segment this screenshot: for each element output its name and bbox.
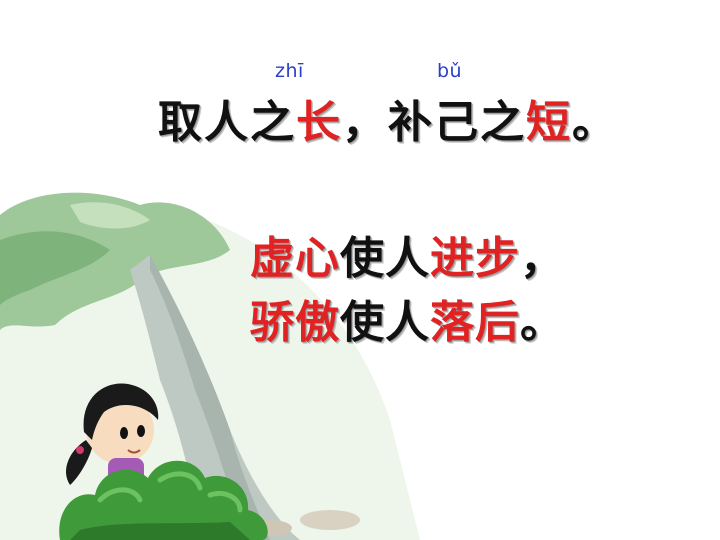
line2-part-b: 使人 bbox=[340, 233, 430, 284]
illustration bbox=[0, 192, 420, 540]
line2-highlight-xuxin: 虚心 bbox=[250, 233, 340, 284]
proverb-line-2: 虚心使人进步， bbox=[250, 222, 565, 286]
girl bbox=[65, 383, 159, 485]
tree-trunk-shade bbox=[150, 255, 270, 540]
line1-highlight-duan: 短 bbox=[526, 97, 572, 148]
line3-part-b: 使人 bbox=[340, 297, 430, 348]
girl-eye bbox=[120, 427, 128, 439]
girl-mouth bbox=[127, 449, 141, 454]
girl-hair-tail bbox=[65, 440, 92, 485]
bush-highlight bbox=[97, 471, 243, 513]
tree-canopy-light bbox=[70, 202, 150, 229]
pinyin-bu: bǔ bbox=[437, 60, 463, 82]
tree-canopy bbox=[0, 192, 230, 330]
line3-highlight-jiaoao: 骄傲 bbox=[250, 297, 340, 348]
girl-eye bbox=[137, 425, 145, 437]
line1-part-c: ，补己之 bbox=[342, 97, 526, 148]
line1-end: 。 bbox=[572, 97, 618, 148]
line1-highlight-chang: 长 bbox=[296, 97, 342, 148]
proverb-line-3: 骄傲使人落后。 bbox=[250, 286, 565, 350]
bush bbox=[59, 460, 268, 540]
bush-shadow bbox=[70, 522, 250, 540]
line3-highlight-luohou: 落后 bbox=[430, 297, 520, 348]
line3-end: 。 bbox=[520, 297, 565, 348]
line2-highlight-jinbu: 进步 bbox=[430, 233, 520, 284]
line2-end: ， bbox=[520, 233, 565, 284]
proverb-line-1: 取人之长，补己之短。 bbox=[158, 86, 618, 150]
tree-canopy-shade bbox=[0, 231, 110, 305]
girl-hair-tie bbox=[76, 446, 84, 454]
girl-hair bbox=[83, 383, 159, 440]
stone bbox=[300, 510, 360, 530]
pinyin-zhi: zhī bbox=[275, 60, 304, 82]
line1-part-a: 取人之 bbox=[158, 97, 296, 148]
